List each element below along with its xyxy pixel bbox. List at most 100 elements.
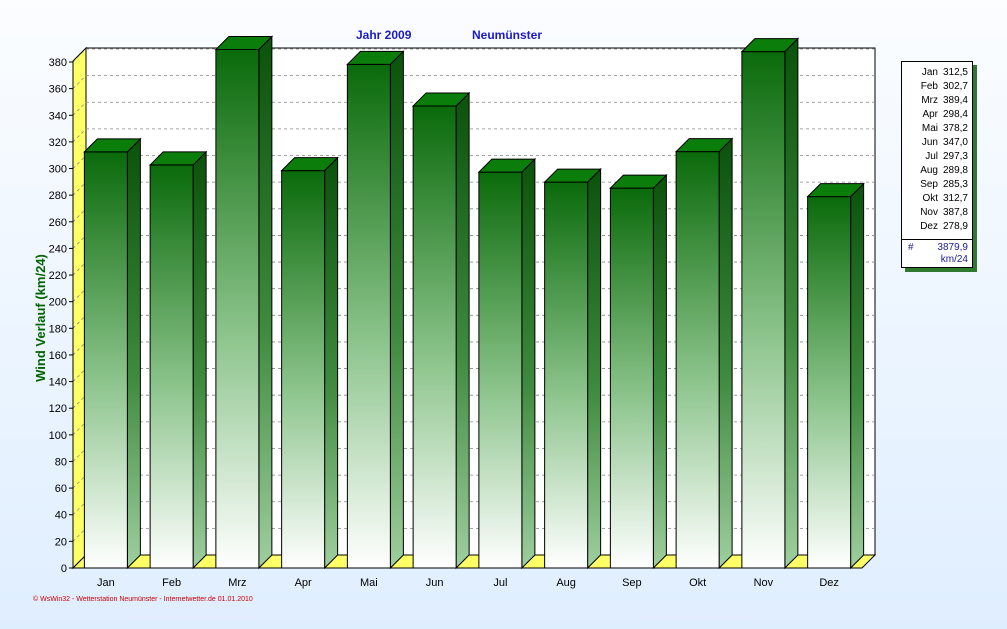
legend-row: Nov 387,8 <box>902 206 972 219</box>
y-tick-label: 240 <box>49 243 67 255</box>
legend-value: 378,2 <box>942 123 968 134</box>
bar-top <box>411 92 471 107</box>
bar-side <box>718 137 733 570</box>
y-tick-label: 220 <box>49 270 67 282</box>
legend-month: Dez <box>920 221 938 232</box>
legend-row: Mrz 389,4 <box>902 94 972 107</box>
legend-month: Jul <box>925 151 938 162</box>
bar-jul <box>477 157 537 570</box>
legend-row: Dez 278,9 <box>902 220 972 233</box>
x-tick-label: Feb <box>162 577 181 589</box>
x-tick-label: Mrz <box>228 577 246 589</box>
legend-value: 302,7 <box>942 81 968 92</box>
legend-row: Aug 289,8 <box>902 164 972 177</box>
legend-row: Mai 378,2 <box>902 122 972 135</box>
legend-month: Sep <box>920 179 938 190</box>
legend-unit: km/24 <box>940 254 968 265</box>
bar-sep <box>609 173 668 570</box>
legend-value: 387,8 <box>942 207 968 218</box>
y-tick-label: 280 <box>49 190 67 202</box>
y-tick-label: 320 <box>49 137 67 149</box>
bar-front <box>807 196 852 569</box>
bar-side <box>258 35 273 570</box>
x-tick-label: Jul <box>493 577 507 589</box>
legend-row: Jan 312,5 <box>902 66 972 79</box>
legend-month: Apr <box>922 109 938 120</box>
footer-credit: © WsWin32 - Wetterstation Neumünster - I… <box>33 596 253 603</box>
bar-top <box>148 151 208 166</box>
bar-front <box>478 171 523 569</box>
y-tick-label: 200 <box>49 297 67 309</box>
x-tick-label: Mai <box>360 577 378 589</box>
bar-jan <box>83 137 142 570</box>
bar-side <box>850 182 865 570</box>
legend-value: 312,5 <box>942 67 968 78</box>
bar-top <box>214 35 274 50</box>
legend-total-symbol: # <box>908 242 914 253</box>
y-tick-label: 60 <box>55 483 67 495</box>
y-tick-label: 0 <box>61 563 67 575</box>
bar-front <box>741 51 786 569</box>
legend-month: Feb <box>920 81 938 92</box>
legend-month: Okt <box>922 193 938 204</box>
bar-side <box>652 173 667 570</box>
x-tick-label: Jun <box>426 577 444 589</box>
legend-month: Mrz <box>921 95 938 106</box>
axes: 0 20 40 60 80 100 120 140 160 180 200 220 240 260 280 3… <box>49 57 862 589</box>
y-tick-label: 80 <box>55 456 67 468</box>
y-tick-label: 180 <box>49 323 67 335</box>
legend-value: 298,4 <box>942 109 968 120</box>
x-tick-label: Jan <box>97 577 115 589</box>
legend-row: Jun 347,0 <box>902 136 972 149</box>
bar-top <box>609 174 668 189</box>
bar-front <box>281 170 326 569</box>
y-tick-label: 380 <box>49 57 67 69</box>
legend-value: 285,3 <box>942 179 968 190</box>
bar-front <box>544 181 589 569</box>
x-tick-label: Dez <box>819 577 839 589</box>
bar-nov <box>740 37 800 570</box>
x-tick-label: Apr <box>295 577 312 589</box>
bar-front <box>346 63 391 569</box>
bar-okt <box>674 137 734 570</box>
legend-month: Jan <box>921 67 938 78</box>
bar-front <box>83 151 128 569</box>
legend-row: Apr 298,4 <box>902 108 972 121</box>
bar-side <box>587 167 602 570</box>
bar-aug <box>543 167 602 570</box>
bar-top <box>477 158 537 173</box>
bar-front <box>149 164 194 569</box>
bar-top <box>280 157 339 172</box>
legend-value: 289,8 <box>942 165 968 176</box>
bar-mrz <box>214 35 274 570</box>
value-legend: Jan 312,5 Feb 302,7 Mrz 389,4 Apr 298,4 Mai 378,2… <box>901 61 973 268</box>
legend-month: Mai <box>921 123 938 134</box>
legend-row: Feb 302,7 <box>902 80 972 93</box>
bar-top <box>740 38 800 53</box>
bar-front <box>215 48 260 569</box>
bar-side <box>784 37 799 570</box>
legend-row: Sep 285,3 <box>902 178 972 191</box>
bar-dez <box>806 182 865 570</box>
y-tick-label: 360 <box>49 84 67 96</box>
bars <box>83 35 865 570</box>
bar-side <box>521 157 536 570</box>
bar-top <box>543 168 602 183</box>
x-tick-label: Nov <box>754 577 774 589</box>
y-tick-label: 300 <box>49 164 67 176</box>
y-tick-label: 260 <box>49 217 67 229</box>
legend-value: 389,4 <box>942 95 968 106</box>
bar-mai <box>346 50 405 570</box>
bar-top <box>674 138 734 153</box>
x-tick-label: Sep <box>622 577 642 589</box>
y-tick-label: 160 <box>49 350 67 362</box>
bar-side <box>389 50 404 570</box>
x-tick-label: Aug <box>556 577 576 589</box>
legend-month: Aug <box>920 165 938 176</box>
legend-value: 312,7 <box>942 193 968 204</box>
y-tick-label: 100 <box>49 430 67 442</box>
legend-total: 3879,9 <box>937 242 968 253</box>
bar-top <box>83 138 142 153</box>
y-tick-label: 120 <box>49 403 67 415</box>
